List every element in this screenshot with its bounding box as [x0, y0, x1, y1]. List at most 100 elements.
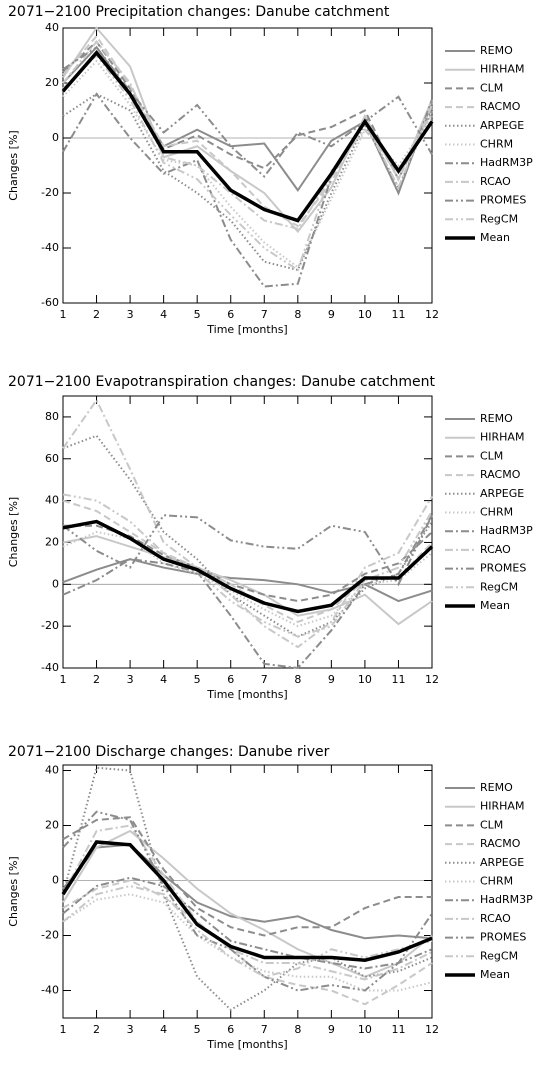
- x-tick-label: 1: [60, 308, 67, 321]
- x-tick-label: 7: [261, 673, 268, 686]
- y-tick-label: 40: [45, 21, 59, 34]
- legend-label: RCAO: [480, 175, 511, 188]
- series-line: [63, 524, 433, 603]
- y-tick-label: 40: [45, 494, 59, 507]
- chart-title: 2071−2100 Precipitation changes: Danube …: [8, 4, 390, 20]
- plot-frame: [62, 395, 433, 669]
- x-tick-label: 12: [425, 308, 439, 321]
- x-tick-label: 3: [127, 1023, 134, 1036]
- y-tick-label: -20: [41, 929, 59, 942]
- x-tick-label: 10: [358, 673, 372, 686]
- x-tick-label: 11: [391, 673, 405, 686]
- series-line: [62, 53, 433, 272]
- x-tick-label: 2: [93, 1023, 100, 1036]
- legend-label: PROMES: [480, 931, 526, 944]
- x-tick-label: 7: [261, 308, 268, 321]
- y-tick-label: 0: [52, 131, 59, 144]
- y-axis-label: Changes [%]: [7, 130, 20, 200]
- x-tick-label: 9: [328, 1023, 335, 1036]
- series-line: [62, 816, 432, 937]
- y-tick-label: 0: [52, 577, 59, 590]
- series-line: [62, 519, 434, 614]
- legend-label: Mean: [480, 968, 510, 981]
- x-tick-label: 8: [294, 308, 301, 321]
- y-tick-label: -40: [41, 984, 59, 997]
- legend-label: HadRM3P: [480, 156, 533, 169]
- x-tick-label: 8: [294, 1023, 301, 1036]
- legend-label: PROMES: [480, 562, 526, 575]
- legend-label: RCAO: [480, 543, 511, 556]
- x-tick-label: 12: [425, 673, 439, 686]
- x-tick-label: 10: [358, 1023, 372, 1036]
- series-line: [62, 34, 433, 228]
- y-tick-label: -40: [41, 661, 59, 674]
- x-tick-label: 9: [328, 673, 335, 686]
- x-tick-label: 4: [160, 673, 167, 686]
- legend-label: ARPEGE: [480, 119, 524, 132]
- y-tick-label: -40: [41, 241, 59, 254]
- legend-label: ARPEGE: [480, 487, 524, 500]
- x-tick-label: 4: [160, 1023, 167, 1036]
- series-line: [62, 558, 433, 603]
- x-tick-label: 6: [227, 673, 234, 686]
- x-tick-label: 5: [194, 1023, 201, 1036]
- legend-label: HadRM3P: [480, 524, 533, 537]
- series-line: [62, 843, 433, 940]
- x-axis-label: Time [months]: [206, 688, 287, 701]
- y-tick-label: 20: [45, 76, 59, 89]
- x-tick-label: 2: [93, 673, 100, 686]
- legend-label: CLM: [480, 818, 503, 831]
- legend-label: REMO: [480, 412, 513, 425]
- legend-label: RCAO: [480, 912, 511, 925]
- legend-label: RACMO: [480, 837, 521, 850]
- y-tick-label: -20: [41, 619, 59, 632]
- x-tick-label: 1: [60, 1023, 67, 1036]
- x-axis-label: Time [months]: [206, 1038, 287, 1051]
- legend-label: RACMO: [480, 100, 521, 113]
- series-line: [62, 92, 433, 288]
- series-line: [62, 45, 433, 178]
- x-tick-label: 12: [425, 1023, 439, 1036]
- legend-label: HIRHAM: [480, 431, 524, 444]
- chart-title: 2071−2100 Discharge changes: Danube rive…: [8, 744, 330, 760]
- legend-label: Mean: [480, 231, 510, 244]
- legend-label: RegCM: [480, 580, 518, 593]
- x-tick-label: 7: [261, 1023, 268, 1036]
- series-line: [62, 434, 433, 638]
- legend-label: CHRM: [480, 875, 513, 888]
- x-tick-label: 5: [194, 308, 201, 321]
- series-line: [62, 876, 433, 970]
- x-tick-label: 8: [294, 673, 301, 686]
- series-line: [62, 766, 433, 1011]
- series-line: [62, 879, 433, 1006]
- x-tick-label: 3: [127, 308, 134, 321]
- series-line: [62, 893, 433, 992]
- x-tick-label: 5: [194, 673, 201, 686]
- series-line: [62, 884, 433, 978]
- plot-frame: [62, 27, 433, 304]
- y-tick-label: 40: [45, 764, 59, 777]
- legend-label: CLM: [480, 81, 503, 94]
- legend-label: HIRHAM: [480, 800, 524, 813]
- x-tick-label: 6: [227, 1023, 234, 1036]
- legend-label: HIRHAM: [480, 63, 524, 76]
- legend-label: CHRM: [480, 506, 513, 519]
- legend-label: Mean: [480, 599, 510, 612]
- series-line: [62, 824, 433, 981]
- series-line: [62, 514, 433, 670]
- series-line: [62, 535, 433, 626]
- legend-label: RACMO: [480, 468, 521, 481]
- legend-label: CLM: [480, 449, 503, 462]
- x-tick-label: 2: [93, 308, 100, 321]
- series-line: [62, 92, 433, 272]
- x-tick-label: 11: [391, 1023, 405, 1036]
- series-line: [62, 493, 433, 638]
- x-tick-label: 10: [358, 308, 372, 321]
- legend-label: ARPEGE: [480, 856, 524, 869]
- x-tick-label: 6: [227, 308, 234, 321]
- series-line: [62, 59, 433, 269]
- series-line: [62, 26, 433, 234]
- y-tick-label: 60: [45, 452, 59, 465]
- x-tick-label: 4: [160, 308, 167, 321]
